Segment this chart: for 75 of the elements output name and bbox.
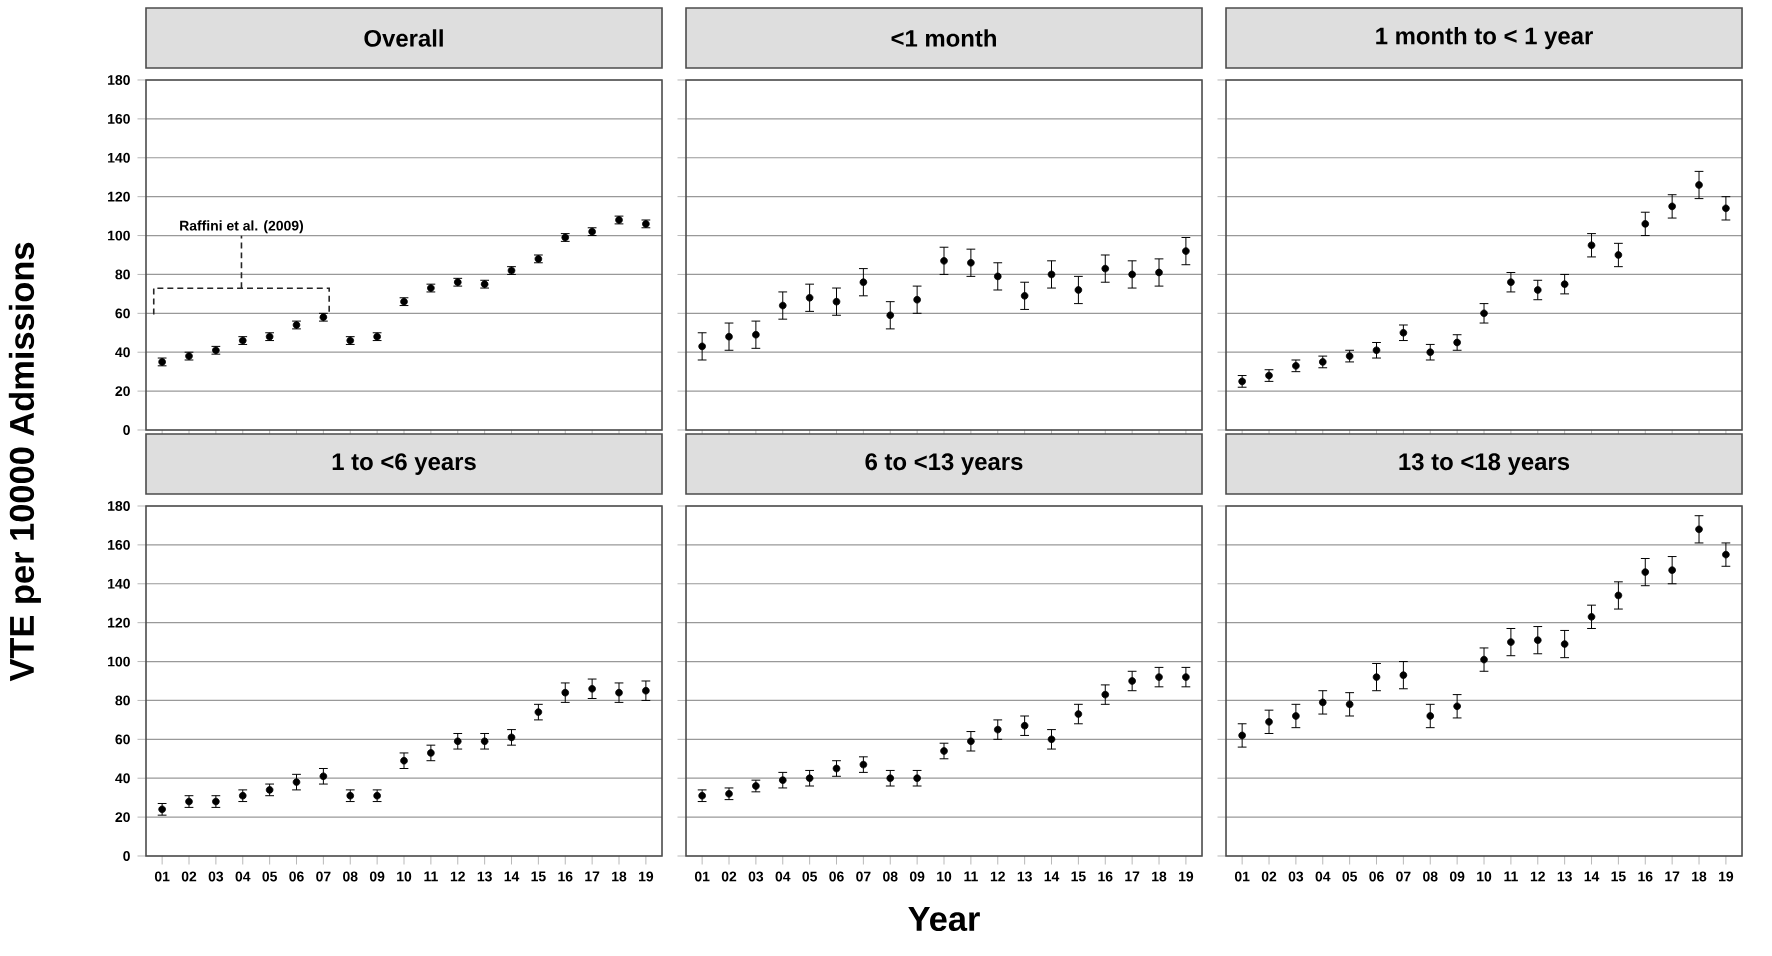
point: [1101, 690, 1110, 699]
point: [1345, 700, 1354, 709]
chart-title: 1 month to < 1 year: [1376, 26, 1593, 50]
point: [1426, 348, 1435, 356]
y-axis-title: VTE per 10000 Admissions: [8, 242, 41, 682]
point: [1453, 702, 1461, 711]
point: [1480, 655, 1488, 664]
point: [615, 688, 623, 697]
point: [1047, 735, 1056, 744]
point: [1372, 673, 1381, 681]
point: [1695, 181, 1703, 189]
point: [698, 342, 706, 351]
point: [967, 737, 975, 746]
point: [1614, 251, 1623, 259]
chart-title: 6 to <13 years: [865, 453, 1023, 475]
chart-title: 1 to <6 years: [332, 453, 476, 475]
point: [1641, 220, 1650, 228]
point: [1238, 731, 1246, 740]
point: [1722, 550, 1730, 559]
point: [1265, 718, 1273, 726]
point: [1128, 270, 1136, 279]
point: [1020, 721, 1029, 730]
point: [1587, 241, 1596, 250]
point: [967, 258, 975, 267]
point: [993, 725, 1002, 734]
point: [1533, 636, 1542, 644]
point: [832, 297, 841, 306]
point: [1182, 673, 1190, 681]
point: [1614, 591, 1623, 600]
point: [1587, 613, 1596, 621]
point: [940, 747, 948, 755]
point: [1128, 677, 1136, 685]
point: [1560, 280, 1569, 288]
point: [642, 686, 650, 695]
point: [1399, 671, 1408, 679]
point: [752, 330, 760, 339]
x-axis-title: Year: [908, 907, 980, 932]
point: [1480, 309, 1488, 318]
point: [588, 684, 596, 693]
point: [1426, 712, 1435, 720]
point: [1533, 286, 1542, 294]
point: [1020, 292, 1029, 300]
point: [805, 293, 814, 302]
point: [1155, 673, 1163, 681]
point: [886, 311, 895, 320]
point: [940, 257, 948, 265]
point: [913, 295, 921, 304]
point: [725, 332, 733, 341]
chart-title: 13 to <18 years: [1399, 453, 1570, 475]
point: [1507, 278, 1515, 286]
point: [1182, 247, 1190, 255]
point: [859, 278, 868, 286]
point: [292, 778, 301, 786]
point: [1318, 698, 1327, 707]
point: [1101, 264, 1110, 273]
point: [1722, 204, 1730, 213]
point: [1641, 568, 1650, 576]
point: [778, 776, 787, 784]
chart-title: <1 month: [891, 29, 996, 47]
chart-title: Overall: [364, 29, 443, 47]
point: [778, 301, 787, 310]
point: [534, 708, 543, 716]
point: [1155, 268, 1163, 277]
point: [1074, 286, 1083, 294]
point: [993, 272, 1002, 281]
point: [1695, 525, 1703, 534]
point: [1668, 566, 1676, 574]
point: [1292, 712, 1300, 720]
point: [1507, 638, 1515, 646]
point: [1047, 270, 1056, 279]
point: [1668, 202, 1676, 211]
point: [561, 688, 570, 697]
point: [1560, 640, 1569, 648]
point: [427, 749, 435, 757]
point: [1074, 710, 1083, 718]
